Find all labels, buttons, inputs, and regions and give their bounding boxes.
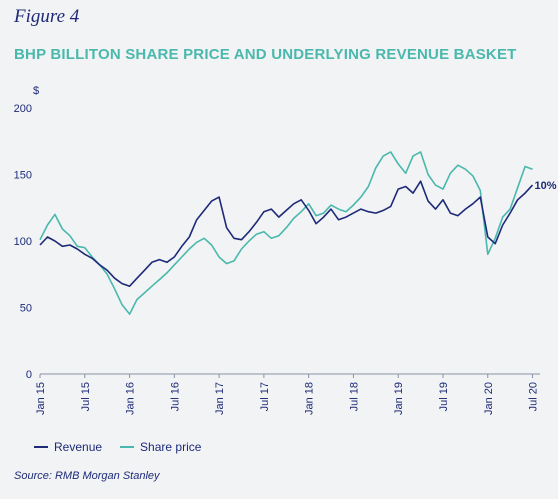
x-tick-label: Jul 16 [169,382,181,411]
x-tick-label: Jan 16 [125,382,137,415]
annotation-label: 10% [535,180,557,192]
x-tick-label: Jan 17 [214,382,226,415]
x-tick-label: Jul 19 [438,382,450,411]
legend-item-share-price: Share price [120,440,201,454]
legend-label-revenue: Revenue [54,440,103,454]
x-tick-label: Jul 20 [528,382,540,411]
y-tick-label: 200 [14,103,32,115]
legend-swatch-share-price [120,446,135,448]
y-tick-label: 150 [14,170,32,182]
x-tick-label: Jul 17 [259,382,271,411]
legend: Revenue Share price [34,440,201,454]
x-tick-label: Jan 18 [304,382,316,415]
figure-label: Figure 4 [14,6,80,27]
y-tick-label: 50 [20,303,32,315]
x-tick-label: Jan 20 [483,382,495,415]
x-tick-label: Jul 18 [348,382,360,411]
source-note: Source: RMB Morgan Stanley [14,470,160,482]
chart-title: BHP BILLITON SHARE PRICE AND UNDERLYING … [14,46,517,63]
legend-swatch-revenue [34,446,48,448]
x-tick-label: Jul 15 [80,382,92,411]
series-line-revenue [39,180,534,288]
y-tick-label: 100 [14,236,32,248]
series-line-share-price [39,151,533,315]
legend-label-share-price: Share price [140,440,202,454]
x-tick-label: Jan 19 [393,382,405,415]
x-tick-label: Jan 15 [35,382,47,415]
y-axis-unit-label: $ [33,85,39,97]
legend-item-revenue: Revenue [34,440,102,454]
y-tick-label: 0 [26,369,32,381]
